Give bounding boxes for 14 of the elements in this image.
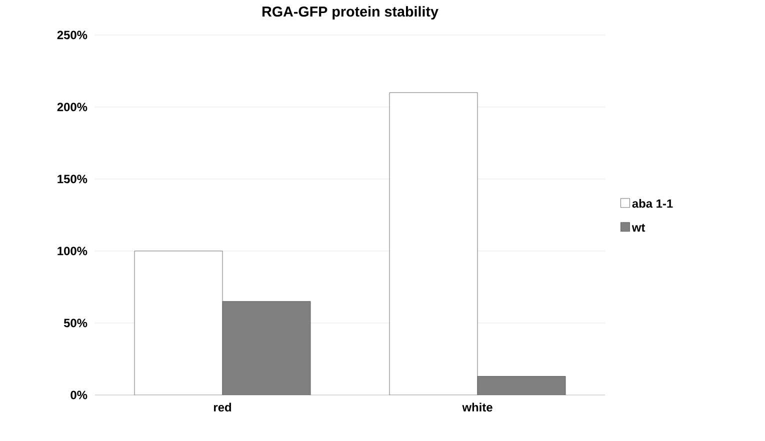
y-tick-label: 50% bbox=[64, 318, 88, 328]
x-tick-label: white bbox=[462, 402, 492, 412]
bar bbox=[222, 301, 311, 395]
legend-label: wt bbox=[632, 224, 646, 232]
x-tick-label: red bbox=[214, 402, 232, 412]
text: aba 1-1 bbox=[632, 199, 673, 208]
y-tick-label: 0% bbox=[70, 390, 88, 400]
y-tick-label: 200% bbox=[57, 102, 88, 112]
bar bbox=[134, 250, 223, 395]
y-tick-label: 100% bbox=[58, 246, 88, 256]
chart-title: RGA-GFP protein stability bbox=[262, 6, 438, 20]
y-tick-label: 150% bbox=[58, 174, 88, 184]
y-tick-label: 250% bbox=[57, 30, 88, 40]
bar bbox=[477, 376, 566, 395]
